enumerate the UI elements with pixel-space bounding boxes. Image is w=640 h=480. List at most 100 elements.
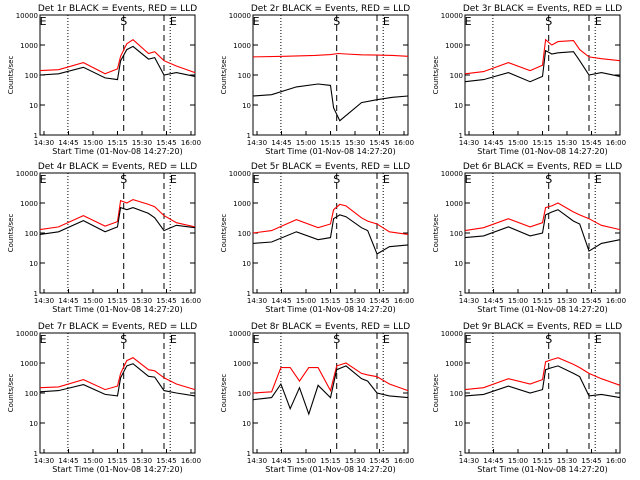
chart-panel: Det 5r BLACK = Events, RED = LLD 1 10 100 10…: [220, 162, 414, 314]
x-tick-label: 15:15: [107, 457, 127, 465]
time-marker-letter: S: [545, 333, 552, 346]
series-line: [252, 52, 409, 58]
x-tick-label: 16:00: [394, 297, 414, 305]
chart-panel: Det 7r BLACK = Events, RED = LLD 1 10 100 10…: [7, 322, 201, 474]
x-tick-label: 15:30: [345, 457, 365, 465]
chart-title: Det 6r BLACK = Events, RED = LLD: [463, 162, 622, 172]
series-line: [464, 49, 621, 83]
y-tick-label: 1: [34, 132, 38, 140]
series-line: [252, 214, 409, 255]
time-marker-letter: S: [545, 173, 552, 186]
x-tick-label: 15:15: [107, 297, 127, 305]
time-marker-letter: E: [383, 173, 390, 186]
x-tick-label: 15:30: [132, 139, 152, 147]
y-tick-label: 10000: [441, 12, 463, 20]
series-line: [464, 365, 621, 399]
plot-frame: [252, 172, 409, 294]
x-tick-label: 14:45: [271, 139, 291, 147]
y-tick-label: 1000: [233, 42, 251, 50]
x-axis-label: Start Time (01-Nov-08 14:27:20): [477, 465, 607, 474]
y-tick-label: 10000: [16, 12, 38, 20]
x-tick-label: 15:30: [132, 297, 152, 305]
x-tick-label: 15:00: [296, 457, 316, 465]
time-marker-letter: E: [383, 15, 390, 28]
time-marker-letter: S: [120, 333, 127, 346]
x-tick-label: 14:45: [271, 457, 291, 465]
x-tick-label: 15:00: [296, 297, 316, 305]
series-line: [464, 209, 621, 252]
time-marker-letter: E: [253, 173, 260, 186]
x-tick-label: 16:00: [181, 139, 201, 147]
x-axis-label: Start Time (01-Nov-08 14:27:20): [265, 147, 395, 156]
x-tick-label: 15:45: [369, 457, 389, 465]
y-tick-label: 10: [29, 102, 38, 110]
time-marker-letter: S: [333, 15, 340, 28]
x-tick-label: 15:15: [320, 139, 340, 147]
x-tick-label: 15:45: [156, 297, 176, 305]
x-tick-label: 14:45: [483, 139, 503, 147]
time-marker-letter: S: [333, 173, 340, 186]
time-marker-letter: S: [120, 173, 127, 186]
x-axis-label: Start Time (01-Nov-08 14:27:20): [265, 465, 395, 474]
plot-frame: [39, 172, 196, 294]
x-axis-label: Start Time (01-Nov-08 14:27:20): [52, 147, 182, 156]
series-line: [464, 202, 621, 232]
x-tick-label: 14:30: [247, 139, 267, 147]
time-marker-letter: E: [383, 333, 390, 346]
x-tick-label: 15:30: [345, 297, 365, 305]
y-tick-label: 1000: [233, 360, 251, 368]
time-marker-letter: E: [253, 333, 260, 346]
x-tick-label: 14:30: [459, 457, 479, 465]
y-tick-label: 10000: [229, 12, 251, 20]
x-tick-label: 14:30: [34, 457, 54, 465]
y-tick-label: 1000: [445, 42, 463, 50]
x-tick-label: 15:15: [107, 139, 127, 147]
x-tick-label: 15:00: [83, 139, 103, 147]
y-tick-label: 100: [450, 230, 463, 238]
x-tick-label: 15:00: [508, 457, 528, 465]
time-marker-letter: E: [465, 15, 472, 28]
series-line: [252, 362, 409, 394]
y-tick-label: 10000: [441, 170, 463, 178]
x-tick-label: 14:30: [459, 297, 479, 305]
chart-panel: Det 4r BLACK = Events, RED = LLD 1 10 100 10…: [7, 162, 201, 314]
x-tick-label: 15:30: [557, 457, 577, 465]
y-tick-label: 10: [454, 102, 463, 110]
time-marker-letter: S: [545, 15, 552, 28]
y-tick-label: 10: [454, 420, 463, 428]
x-tick-label: 15:45: [369, 297, 389, 305]
y-axis-label: Counts/sec: [432, 214, 440, 253]
x-tick-label: 16:00: [606, 297, 626, 305]
series-line: [39, 206, 196, 235]
y-axis-label: Counts/sec: [432, 56, 440, 95]
x-tick-label: 16:00: [394, 139, 414, 147]
y-tick-label: 1: [459, 290, 463, 298]
time-marker-letter: E: [595, 333, 602, 346]
time-marker-letter: E: [465, 333, 472, 346]
x-tick-label: 16:00: [181, 297, 201, 305]
y-tick-label: 10000: [229, 170, 251, 178]
time-marker-letter: E: [253, 15, 260, 28]
x-tick-label: 15:45: [369, 139, 389, 147]
x-tick-label: 15:15: [320, 457, 340, 465]
time-marker-letter: S: [333, 333, 340, 346]
x-axis-label: Start Time (01-Nov-08 14:27:20): [52, 465, 182, 474]
time-marker-letter: E: [595, 15, 602, 28]
y-axis-label: Counts/sec: [220, 374, 228, 413]
chart-title: Det 3r BLACK = Events, RED = LLD: [463, 4, 622, 14]
chart-title: Det 7r BLACK = Events, RED = LLD: [38, 322, 197, 332]
y-tick-label: 100: [25, 390, 38, 398]
y-tick-label: 1: [247, 290, 251, 298]
chart-panel: Det 8r BLACK = Events, RED = LLD 1 10 100 10…: [220, 322, 414, 474]
time-marker-letter: E: [465, 173, 472, 186]
series-line: [39, 199, 196, 231]
y-tick-label: 1: [247, 450, 251, 458]
chart-panel: Det 1r BLACK = Events, RED = LLD 1 10 100 10…: [7, 4, 201, 156]
series-line: [39, 45, 196, 81]
x-tick-label: 15:45: [581, 297, 601, 305]
y-tick-label: 100: [450, 72, 463, 80]
x-tick-label: 15:00: [508, 139, 528, 147]
x-tick-label: 16:00: [181, 457, 201, 465]
y-tick-label: 100: [25, 72, 38, 80]
x-tick-label: 14:45: [58, 297, 78, 305]
